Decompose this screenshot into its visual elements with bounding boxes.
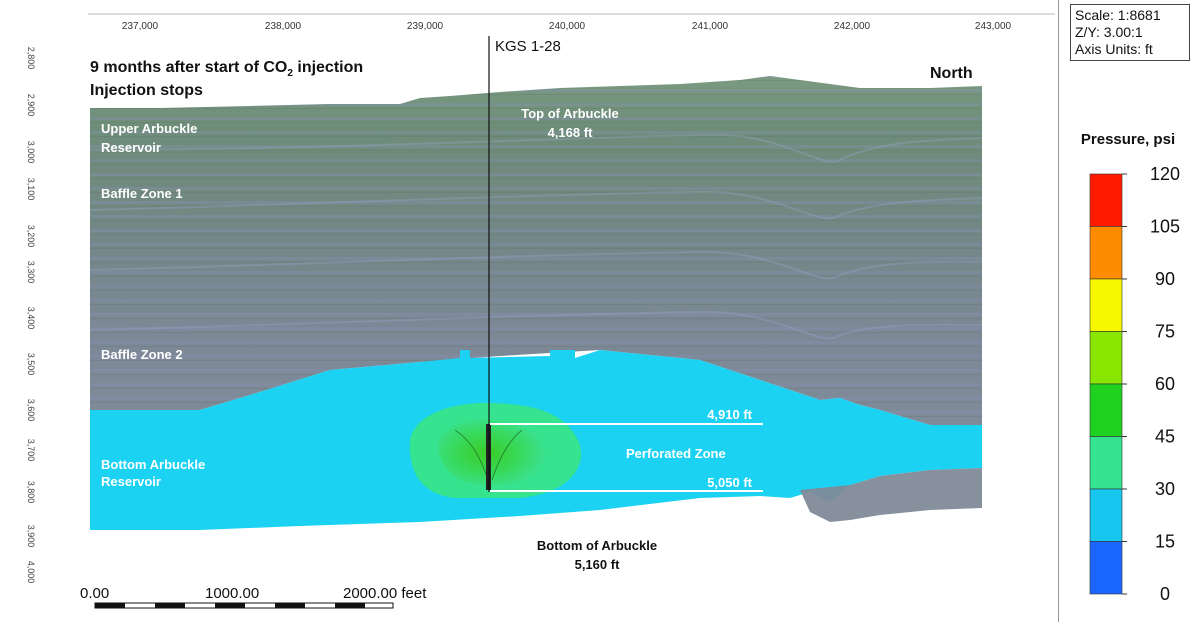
zy-ratio-text: Z/Y: 3.00:1 <box>1075 24 1143 40</box>
x-tick-label: 242,000 <box>834 21 871 32</box>
perf-top-depth: 4,910 ft <box>707 407 752 422</box>
upper-arbuckle-label: Upper Arbuckle <box>101 121 197 136</box>
top-arbuckle-depth: 4,168 ft <box>548 125 593 140</box>
legend-swatch <box>1089 278 1123 332</box>
y-tick-label: 2,800 <box>26 47 36 70</box>
legend-tick-label: 75 <box>1155 322 1175 342</box>
y-tick-label: 3,400 <box>26 307 36 330</box>
x-axis: 237,000 238,000 239,000 240,000 241,000 … <box>88 13 1055 32</box>
legend-colorbar <box>1089 173 1123 595</box>
scale-bar-label-1000: 1000.00 <box>205 585 259 602</box>
x-tick-label: 237,000 <box>122 21 159 32</box>
y-tick-label: 3,700 <box>26 439 36 462</box>
legend-title: Pressure, psi <box>1081 131 1175 148</box>
y-tick-label: 3,200 <box>26 225 36 248</box>
y-tick-label: 3,800 <box>26 481 36 504</box>
legend-swatch <box>1089 173 1123 227</box>
legend-tick-label: 45 <box>1155 427 1175 447</box>
x-tick-label: 240,000 <box>549 21 586 32</box>
axis-units-text: Axis Units: ft <box>1075 41 1153 57</box>
geologic-model <box>89 76 983 530</box>
y-tick-label: 3,300 <box>26 261 36 284</box>
rock-stratification <box>90 76 982 425</box>
scale-info-box: Scale: 1:8681 Z/Y: 3.00:1 Axis Units: ft <box>1070 4 1190 61</box>
x-tick-label: 239,000 <box>407 21 444 32</box>
legend-tick-label: 15 <box>1155 532 1175 552</box>
scale-text: Scale: 1:8681 <box>1075 7 1161 23</box>
perforated-zone-label: Perforated Zone <box>626 446 726 461</box>
scale-bar-label-0: 0.00 <box>80 585 109 602</box>
pressure-plume-45-60 <box>438 419 546 487</box>
scale-bar: 0.00 1000.00 2000.00 feet <box>80 585 427 609</box>
title-line-2: Injection stops <box>90 82 203 99</box>
bottom-arbuckle-label: Bottom Arbuckle <box>101 457 205 472</box>
x-tick-label: 238,000 <box>265 21 302 32</box>
x-tick-label: 243,000 <box>975 21 1012 32</box>
y-tick-label: 3,100 <box>26 178 36 201</box>
legend-tick-label: 90 <box>1155 269 1175 289</box>
y-tick-label: 3,000 <box>26 141 36 164</box>
legend-tick-labels: 120 105 90 75 60 45 30 15 0 <box>1122 164 1180 604</box>
y-tick-label: 4,000 <box>26 561 36 584</box>
legend-swatch <box>1089 226 1123 280</box>
legend-tick-label: 30 <box>1155 479 1175 499</box>
y-tick-label: 3,900 <box>26 525 36 548</box>
legend-tick-label: 0 <box>1160 584 1170 604</box>
y-tick-label: 3,500 <box>26 353 36 376</box>
baffle-zone-1-label: Baffle Zone 1 <box>101 186 183 201</box>
legend-swatch <box>1089 541 1123 595</box>
upper-arbuckle-label-2: Reservoir <box>101 140 161 155</box>
y-tick-label: 2,900 <box>26 94 36 117</box>
bottom-arbuckle-annotation: Bottom of Arbuckle <box>537 538 657 553</box>
legend-tick-label: 105 <box>1150 217 1180 237</box>
x-tick-label: 241,000 <box>692 21 729 32</box>
well-label: KGS 1-28 <box>495 38 561 55</box>
pressure-plume-core-contour <box>454 429 523 481</box>
cross-section-panel: 237,000 238,000 239,000 240,000 241,000 … <box>26 0 1059 622</box>
title-line-1: 9 months after start of CO2 injection <box>90 59 363 79</box>
y-axis: 2,800 2,900 3,000 3,100 3,200 3,300 3,40… <box>26 47 36 584</box>
legend-tick-label: 120 <box>1150 164 1180 184</box>
legend-swatch <box>1089 331 1123 385</box>
y-tick-label: 3,600 <box>26 399 36 422</box>
rock-bands <box>89 133 983 340</box>
north-label: North <box>930 65 973 82</box>
scale-bar-label-2000: 2000.00 feet <box>343 585 427 602</box>
rock-lower-wedge <box>800 468 982 522</box>
bottom-arbuckle-depth: 5,160 ft <box>575 557 620 572</box>
pressure-legend: Pressure, psi 120 105 90 75 60 45 30 15 0 <box>1081 131 1180 604</box>
bottom-arbuckle-label-2: Reservoir <box>101 474 161 489</box>
top-arbuckle-label: Top of Arbuckle <box>521 106 619 121</box>
baffle-zone-2-label: Baffle Zone 2 <box>101 347 183 362</box>
cross-section-svg: 237,000 238,000 239,000 240,000 241,000 … <box>26 13 1055 609</box>
title-line-1-subscript: 2 <box>287 68 293 79</box>
title-line-1-main: 9 months after start of CO <box>90 59 287 76</box>
legend-swatch <box>1089 436 1123 490</box>
legend-swatch <box>1089 488 1123 542</box>
perf-bottom-depth: 5,050 ft <box>707 475 752 490</box>
title-line-1-end: injection <box>293 59 363 76</box>
legend-swatch <box>1089 383 1123 437</box>
legend-tick-label: 60 <box>1155 374 1175 394</box>
